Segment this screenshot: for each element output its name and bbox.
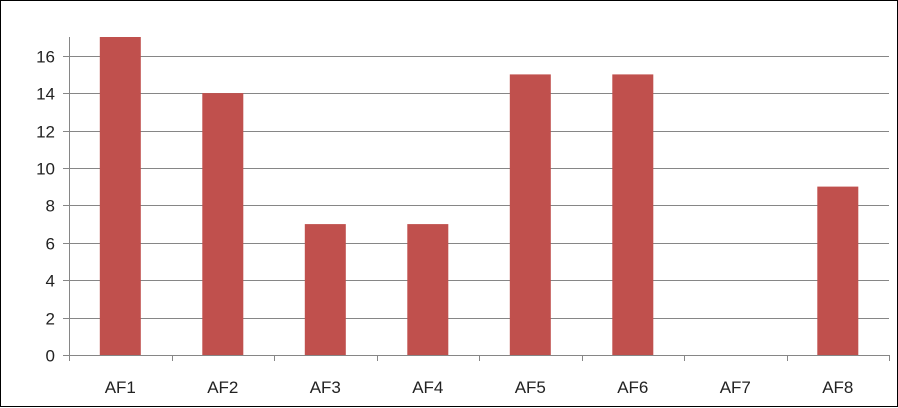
bar-af6	[612, 74, 654, 356]
bar-af3	[304, 224, 346, 355]
y-tick-label: 2	[46, 310, 55, 329]
y-tick-label: 14	[36, 85, 55, 104]
bar-af4	[407, 224, 449, 355]
y-tick-label: 0	[46, 347, 55, 366]
axes	[63, 37, 890, 361]
bar-af1	[99, 37, 141, 355]
gridlines	[69, 56, 889, 319]
bar-af2	[202, 93, 244, 355]
x-tick-label: AF6	[617, 378, 648, 397]
bar-af8	[817, 186, 859, 355]
y-tick-label: 8	[46, 197, 55, 216]
x-tick-label: AF3	[310, 378, 341, 397]
bars	[99, 37, 859, 356]
y-tick-labels: 0 2 4 6 8 10 12 14 16	[36, 48, 55, 366]
y-tick-label: 16	[36, 48, 55, 67]
x-tick-label: AF1	[105, 378, 136, 397]
y-tick-label: 6	[46, 235, 55, 254]
x-tick-labels: AF1 AF2 AF3 AF4 AF5 AF6 AF7 AF8	[105, 378, 854, 397]
y-tick-label: 12	[36, 123, 55, 142]
x-tick-label: AF7	[720, 378, 751, 397]
x-tick-label: AF5	[515, 378, 546, 397]
x-tick-label: AF4	[412, 378, 443, 397]
y-tick-label: 4	[46, 272, 55, 291]
bar-af5	[509, 74, 551, 356]
x-tick-label: AF8	[822, 378, 853, 397]
x-tick-label: AF2	[207, 378, 238, 397]
y-tick-label: 10	[36, 160, 55, 179]
